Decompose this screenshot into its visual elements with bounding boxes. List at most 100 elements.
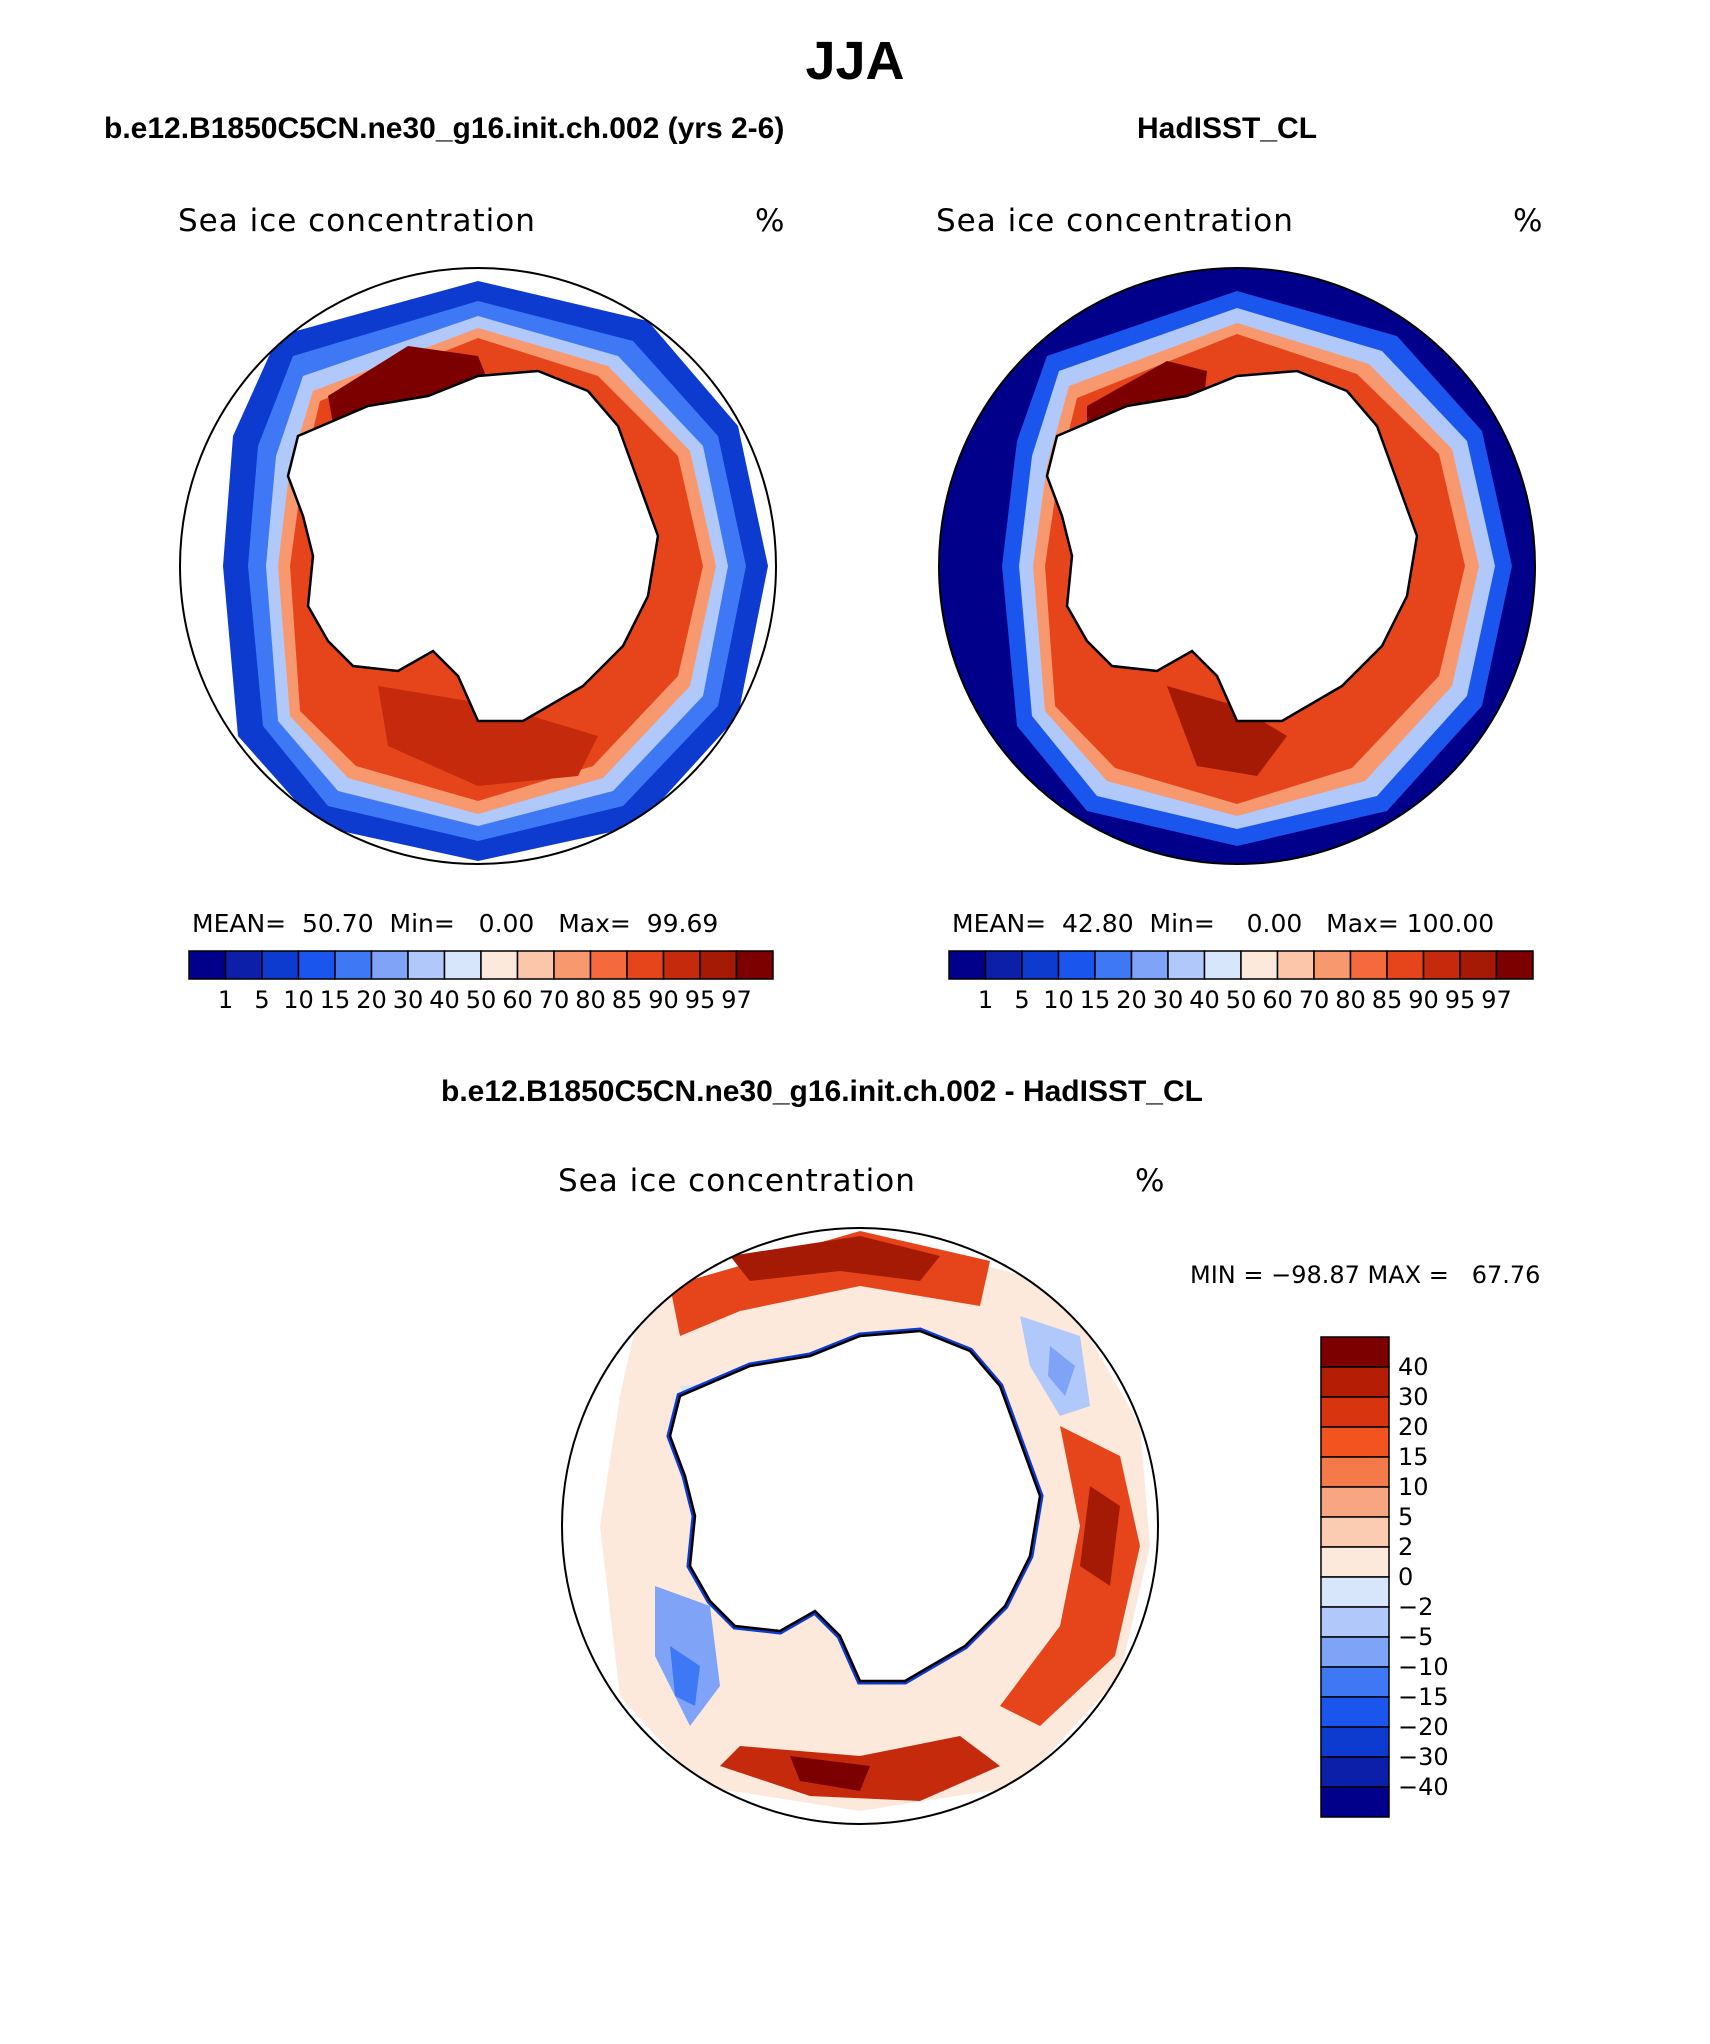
diff-colorbar-tick-label: −2 xyxy=(1398,1593,1433,1621)
obs-colorbar-tick-label: 95 xyxy=(1445,986,1476,1014)
model-colorbar: 1 5 10 15 20 30 40 50 60 70 80 85 90 95 97 xyxy=(188,950,774,1014)
diff-colorbar-tick-label: −20 xyxy=(1398,1713,1449,1741)
model-colorbar-box xyxy=(662,950,701,980)
obs-colorbar-box xyxy=(1386,950,1425,980)
model-colorbar-box xyxy=(480,950,519,980)
model-colorbar-tick-label: 5 xyxy=(254,986,269,1014)
model-colorbar-box xyxy=(407,950,446,980)
obs-colorbar-box xyxy=(1459,950,1498,980)
obs-colorbar-box xyxy=(1094,950,1133,980)
model-min-value: 0.00 xyxy=(478,909,535,938)
model-colorbar-tick-label: 95 xyxy=(685,986,716,1014)
obs-colorbar-box xyxy=(1240,950,1279,980)
obs-polar-map xyxy=(938,267,1536,865)
obs-mean-value: 42.80 xyxy=(1062,909,1134,938)
obs-colorbar-box xyxy=(1276,950,1315,980)
diff-colorbar-box xyxy=(1320,1456,1390,1488)
obs-stats: MEAN= 42.80 Min= 0.00 Max= 100.00 xyxy=(952,909,1494,938)
model-colorbar-box xyxy=(188,950,227,980)
model-colorbar-box xyxy=(370,950,409,980)
obs-antarctica-coastline xyxy=(1045,369,1419,723)
obs-colorbar-box xyxy=(1130,950,1169,980)
diff-colorbar-box xyxy=(1320,1486,1390,1518)
obs-max-value: 100.00 xyxy=(1406,909,1495,938)
model-variable-label: Sea ice concentration xyxy=(178,203,536,239)
model-colorbar-tick-label: 50 xyxy=(466,986,497,1014)
diff-variable-label: Sea ice concentration xyxy=(558,1163,916,1199)
diff-colorbar-tick-label: 10 xyxy=(1398,1473,1429,1501)
diff-colorbar-tick-label: 30 xyxy=(1398,1383,1429,1411)
model-colorbar-tick-label: 40 xyxy=(429,986,460,1014)
model-antarctica-coastline xyxy=(286,369,660,723)
model-colorbar-tick-label: 10 xyxy=(283,986,314,1014)
obs-min-value: 0.00 xyxy=(1246,909,1303,938)
diff-colorbar-box xyxy=(1320,1666,1390,1698)
diff-colorbar-tick-label: −30 xyxy=(1398,1743,1449,1771)
diff-polar-map xyxy=(561,1227,1159,1825)
diff-colorbar-tick-label: 20 xyxy=(1398,1413,1429,1441)
model-min-label: Min= xyxy=(389,909,455,938)
diff-colorbar-tick-label: −40 xyxy=(1398,1773,1449,1801)
obs-colorbar-box xyxy=(1021,950,1060,980)
diff-colorbar-box xyxy=(1320,1426,1390,1458)
diff-colorbar-box xyxy=(1320,1546,1390,1578)
model-colorbar-box xyxy=(553,950,592,980)
obs-max-label: Max= xyxy=(1326,909,1399,938)
diff-colorbar-box xyxy=(1320,1606,1390,1638)
diff-colorbar-box xyxy=(1320,1576,1390,1608)
obs-colorbar-box xyxy=(1422,950,1461,980)
obs-case-title: HadISST_CL xyxy=(1137,112,1318,145)
diff-colorbar-box xyxy=(1320,1636,1390,1668)
obs-min-label: Min= xyxy=(1149,909,1215,938)
obs-colorbar-tick-label: 40 xyxy=(1189,986,1220,1014)
model-polar-map xyxy=(179,267,777,865)
obs-colorbar-tick-label: 5 xyxy=(1014,986,1029,1014)
obs-colorbar-box xyxy=(1203,950,1242,980)
model-colorbar-tick-label: 30 xyxy=(393,986,424,1014)
model-colorbar-box xyxy=(443,950,482,980)
model-colorbar-tick-label: 15 xyxy=(320,986,351,1014)
model-colorbar-tick-label: 80 xyxy=(575,986,606,1014)
diff-colorbar-tick-label: 2 xyxy=(1398,1533,1413,1561)
model-max-value: 99.69 xyxy=(646,909,719,938)
model-colorbar-tick-label: 20 xyxy=(356,986,387,1014)
obs-variable-label: Sea ice concentration xyxy=(936,203,1294,239)
diff-colorbar-tick-label: 5 xyxy=(1398,1503,1413,1531)
obs-colorbar-tick-label: 20 xyxy=(1116,986,1147,1014)
model-colorbar-tick-label: 60 xyxy=(502,986,533,1014)
obs-colorbar-box xyxy=(984,950,1023,980)
diff-colorbar-box xyxy=(1320,1786,1390,1818)
diff-colorbar-box xyxy=(1320,1756,1390,1788)
diff-title: b.e12.B1850C5CN.ne30_g16.init.ch.002 - H… xyxy=(441,1075,1203,1108)
diff-colorbar-tick-label: 40 xyxy=(1398,1353,1429,1381)
obs-mean-label: MEAN= xyxy=(952,909,1047,938)
season-title: JJA xyxy=(805,31,905,91)
obs-colorbar-box xyxy=(1167,950,1206,980)
obs-colorbar-box xyxy=(1313,950,1352,980)
model-colorbar-tick-label: 70 xyxy=(539,986,570,1014)
model-colorbar-box xyxy=(516,950,555,980)
diff-colorbar-box xyxy=(1320,1726,1390,1758)
diff-antarctica-coastline xyxy=(668,1329,1042,1683)
model-stats: MEAN= 50.70 Min= 0.00 Max= 99.69 xyxy=(192,909,718,938)
obs-colorbar-box xyxy=(1349,950,1388,980)
model-colorbar-box xyxy=(297,950,336,980)
model-max-label: Max= xyxy=(558,909,631,938)
model-case-title: b.e12.B1850C5CN.ne30_g16.init.ch.002 (yr… xyxy=(104,112,785,145)
model-mean-value: 50.70 xyxy=(302,909,374,938)
model-colorbar-tick-label: 97 xyxy=(721,986,752,1014)
obs-units-label: % xyxy=(1513,203,1544,239)
obs-colorbar-tick-label: 90 xyxy=(1408,986,1439,1014)
model-colorbar-box xyxy=(699,950,738,980)
diff-colorbar-tick-label: 15 xyxy=(1398,1443,1429,1471)
diff-colorbar-box xyxy=(1320,1336,1390,1368)
model-colorbar-box xyxy=(735,950,774,980)
diff-colorbar-box xyxy=(1320,1696,1390,1728)
model-colorbar-tick-label: 90 xyxy=(648,986,679,1014)
obs-colorbar-tick-label: 70 xyxy=(1299,986,1330,1014)
diff-units-label: % xyxy=(1135,1163,1166,1199)
obs-colorbar-tick-label: 80 xyxy=(1335,986,1366,1014)
model-units-label: % xyxy=(755,203,786,239)
diff-colorbar-tick-label: 0 xyxy=(1398,1563,1413,1591)
